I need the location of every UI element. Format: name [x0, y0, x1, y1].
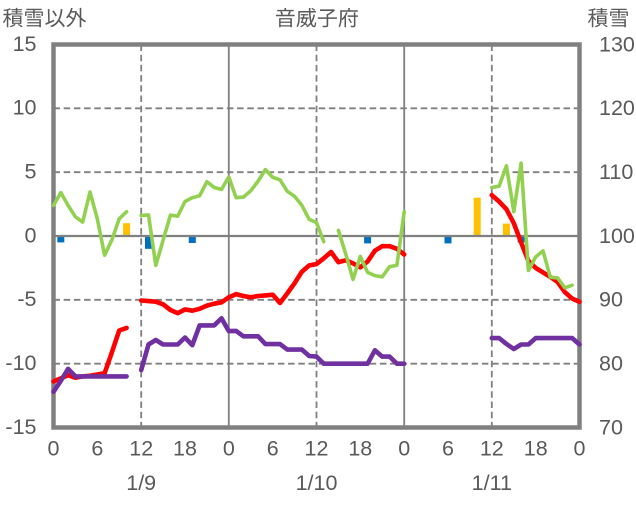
svg-text:0: 0 [48, 437, 60, 461]
svg-text:1/11: 1/11 [472, 471, 512, 495]
svg-text:70: 70 [599, 415, 623, 439]
svg-text:1/10: 1/10 [296, 471, 338, 495]
svg-text:120: 120 [599, 96, 635, 120]
svg-text:5: 5 [25, 160, 37, 184]
svg-text:18: 18 [348, 437, 372, 461]
svg-text:0: 0 [223, 437, 235, 461]
svg-text:110: 110 [599, 160, 633, 184]
svg-text:6: 6 [91, 437, 103, 461]
svg-text:15: 15 [13, 32, 37, 56]
svg-text:130: 130 [599, 32, 635, 56]
svg-text:12: 12 [480, 437, 504, 461]
svg-text:0: 0 [574, 437, 586, 461]
svg-text:0: 0 [25, 223, 37, 247]
svg-text:0: 0 [398, 437, 410, 461]
svg-text:12: 12 [305, 437, 329, 461]
svg-text:10: 10 [13, 96, 37, 120]
svg-text:12: 12 [129, 437, 153, 461]
svg-text:100: 100 [599, 224, 635, 248]
svg-text:90: 90 [599, 288, 623, 312]
svg-text:6: 6 [442, 437, 454, 461]
svg-text:80: 80 [599, 352, 623, 376]
svg-text:-5: -5 [17, 287, 36, 311]
svg-text:1/9: 1/9 [126, 471, 156, 495]
svg-text:18: 18 [524, 437, 548, 461]
svg-text:-15: -15 [5, 415, 36, 439]
svg-text:6: 6 [267, 437, 279, 461]
svg-text:18: 18 [173, 437, 197, 461]
svg-text:-10: -10 [5, 351, 36, 375]
